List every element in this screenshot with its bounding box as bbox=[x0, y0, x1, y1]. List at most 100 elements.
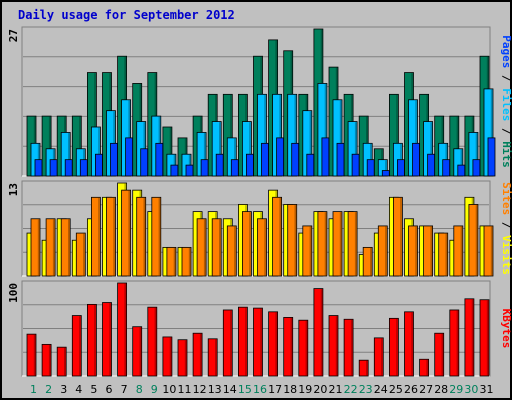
bar-shade-files-day-16 bbox=[264, 94, 266, 176]
bar-pages-day-25 bbox=[396, 159, 405, 177]
bar-shade-sites-day-1 bbox=[37, 219, 40, 276]
bar-pages-day-21 bbox=[336, 142, 345, 177]
bar-sites-day-9 bbox=[151, 196, 162, 277]
bar-sites-day-29 bbox=[453, 225, 464, 277]
x-tick-label-day-31: 31 bbox=[480, 383, 494, 396]
bar-pages-day-16 bbox=[261, 142, 269, 177]
bar-shade-sites-day-2 bbox=[52, 219, 55, 276]
bar-kbytes-day-14 bbox=[222, 309, 233, 377]
bar-shade-files-day-29 bbox=[460, 149, 463, 176]
bar-shade-sites-day-18 bbox=[294, 205, 297, 276]
bar-sites-day-10 bbox=[166, 246, 177, 277]
bar-shade-sites-day-27 bbox=[430, 226, 432, 276]
bar-kbytes-day-15 bbox=[237, 306, 248, 377]
bar-shade-kbytes-day-8 bbox=[139, 327, 142, 376]
bar-kbytes-day-19 bbox=[298, 319, 309, 377]
bar-kbytes-day-24 bbox=[373, 337, 384, 377]
bar-shade-hits-day-4 bbox=[79, 116, 81, 176]
bar-shade-files-day-17 bbox=[279, 94, 281, 176]
x-tick-label-day-27: 27 bbox=[419, 383, 433, 396]
bar-sites-day-13 bbox=[211, 218, 222, 277]
x-tick-label-day-4: 4 bbox=[75, 383, 82, 396]
bar-shade-kbytes-day-29 bbox=[456, 310, 459, 376]
legend-top-part-1: / bbox=[500, 68, 512, 88]
bar-pages-day-15 bbox=[245, 153, 254, 177]
bar-shade-hits-day-2 bbox=[48, 116, 51, 176]
bar-shade-files-day-31 bbox=[490, 89, 493, 176]
bar-kbytes-day-22 bbox=[343, 318, 354, 377]
bar-sites-day-28 bbox=[438, 232, 449, 277]
bar-shade-kbytes-day-22 bbox=[350, 319, 353, 376]
bar-shade-sites-day-30 bbox=[475, 205, 478, 276]
bar-kbytes-day-5 bbox=[87, 303, 97, 377]
bar-shade-hits-day-14 bbox=[230, 94, 232, 176]
bar-sites-day-2 bbox=[45, 218, 56, 277]
bar-sites-day-31 bbox=[483, 225, 494, 277]
y-max-label-bottom: 100 bbox=[7, 283, 20, 303]
legend-middle-part-2: Visits bbox=[500, 235, 512, 275]
y-max-label-middle: 13 bbox=[7, 183, 20, 196]
bar-shade-sites-day-19 bbox=[309, 226, 312, 276]
bar-kbytes-day-2 bbox=[41, 343, 52, 377]
bar-kbytes-day-29 bbox=[449, 309, 460, 377]
bar-sites-day-4 bbox=[75, 232, 86, 277]
x-tick-label-day-18: 18 bbox=[283, 383, 297, 396]
bar-shade-files-day-21 bbox=[339, 100, 342, 176]
bar-sites-day-17 bbox=[272, 196, 283, 277]
legend-top: Pages / Files / Hits bbox=[500, 35, 512, 168]
bar-pages-day-2 bbox=[49, 159, 58, 177]
bar-shade-kbytes-day-16 bbox=[260, 308, 262, 376]
bar-kbytes-day-28 bbox=[434, 332, 445, 377]
bar-sites-day-7 bbox=[121, 189, 131, 277]
x-tick-label-day-19: 19 bbox=[298, 383, 312, 396]
bar-shade-kbytes-day-25 bbox=[396, 318, 398, 376]
bar-pages-day-28 bbox=[442, 159, 451, 177]
x-tick-label-day-16: 16 bbox=[253, 383, 267, 396]
x-tick-label-day-30: 30 bbox=[464, 383, 478, 396]
bar-shade-hits-day-10 bbox=[169, 127, 172, 176]
bar-pages-day-12 bbox=[200, 159, 209, 177]
bar-pages-day-31 bbox=[487, 137, 496, 177]
bar-shade-kbytes-day-6 bbox=[109, 303, 111, 376]
x-tick-label-day-28: 28 bbox=[434, 383, 448, 396]
bar-shade-sites-day-25 bbox=[400, 197, 402, 276]
bar-shade-kbytes-day-15 bbox=[245, 307, 247, 376]
bar-shade-sites-day-11 bbox=[188, 247, 191, 276]
bar-kbytes-day-25 bbox=[388, 317, 399, 377]
bar-shade-files-day-3 bbox=[68, 133, 70, 176]
bar-sites-day-19 bbox=[302, 225, 313, 277]
bar-sites-day-15 bbox=[241, 211, 252, 277]
bar-shade-kbytes-day-27 bbox=[426, 359, 428, 376]
bar-shade-kbytes-day-10 bbox=[169, 337, 172, 376]
bar-shade-kbytes-day-31 bbox=[486, 300, 489, 376]
bar-kbytes-day-6 bbox=[102, 302, 112, 377]
bar-kbytes-day-10 bbox=[162, 336, 173, 377]
bar-shade-sites-day-8 bbox=[143, 197, 146, 276]
bar-shade-kbytes-day-1 bbox=[33, 334, 36, 376]
bar-shade-files-day-22 bbox=[354, 122, 357, 176]
bar-pages-day-6 bbox=[110, 142, 118, 177]
bar-shade-sites-day-23 bbox=[370, 247, 372, 276]
bar-shade-sites-day-20 bbox=[324, 212, 327, 276]
bar-shade-kbytes-day-3 bbox=[64, 347, 66, 376]
x-tick-label-day-7: 7 bbox=[121, 383, 128, 396]
bar-shade-hits-day-5 bbox=[94, 73, 96, 176]
bar-shade-kbytes-day-11 bbox=[184, 340, 187, 376]
bar-kbytes-day-23 bbox=[358, 359, 369, 377]
legend-bottom-part-0: KBytes bbox=[500, 309, 512, 349]
bar-shade-sites-day-16 bbox=[264, 219, 266, 276]
bar-sites-day-14 bbox=[226, 225, 237, 277]
bar-sites-day-20 bbox=[317, 211, 328, 277]
legend-top-part-3: / bbox=[500, 121, 512, 141]
bar-sites-day-24 bbox=[377, 225, 388, 277]
bar-pages-day-18 bbox=[291, 142, 300, 177]
bar-shade-sites-day-28 bbox=[445, 233, 448, 276]
bar-shade-files-day-27 bbox=[430, 122, 432, 176]
x-tick-label-day-20: 20 bbox=[313, 383, 327, 396]
bar-pages-day-11 bbox=[185, 164, 194, 177]
bar-shade-kbytes-day-17 bbox=[275, 312, 277, 376]
x-tick-label-day-8: 8 bbox=[136, 383, 143, 396]
bar-shade-files-day-18 bbox=[294, 94, 297, 176]
bar-shade-files-day-26 bbox=[415, 100, 417, 176]
x-tick-label-day-23: 23 bbox=[359, 383, 373, 396]
